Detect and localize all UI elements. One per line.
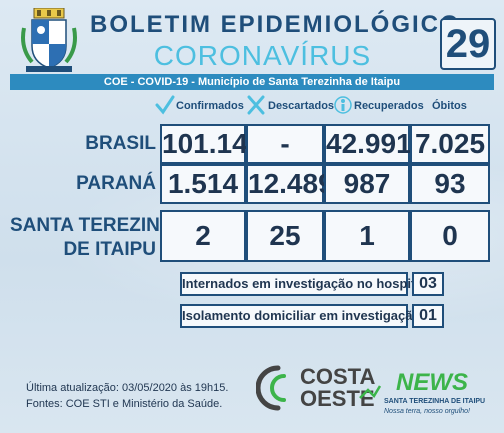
cell-santa-terezinha-confirmed: 2 [160,210,246,262]
cell-santa-terezinha-recovered: 1 [324,210,410,262]
costa-oeste-news-logo: COSTA OESTE NEWS SANTA TEREZINHA DE ITAI… [256,364,485,415]
cell-santa-terezinha-discarded: 25 [246,210,324,262]
logo-costa-text: COSTA [300,364,375,389]
column-header-deaths: Óbitos [432,100,467,112]
home-isolation-value: 01 [412,304,444,328]
logo-city-text: SANTA TEREZINHA DE ITAIPU [384,398,485,405]
bulletin-day-number: 29 [440,18,496,70]
hospital-investigation-value: 03 [412,272,444,296]
cell-santa-terezinha-deaths: 0 [410,210,490,262]
column-header-confirmed: Confirmados [176,100,244,112]
logo-slogan-text: Nossa terra, nosso orgulho! [384,408,470,415]
column-header-recovered: Recuperados [354,100,424,112]
sources-text: Fontes: COE STI e Ministério da Saúde. [26,398,223,410]
checkmark-icon [155,95,175,115]
cell-parana-discarded: 12.489 [246,164,334,204]
cell-parana-recovered: 987 [324,164,410,204]
bulletin-title: BOLETIM EPIDEMIOLÓGICO [90,11,461,38]
logo-oeste-text: OESTE [300,386,375,411]
bulletin-subtitle: CORONAVÍRUS [153,40,372,71]
home-isolation-label: Isolamento domiciliar em investigação [180,304,420,328]
cell-brasil-discarded: - [246,124,324,164]
last-update-text: Última atualização: 03/05/2020 às 19h15. [26,382,229,394]
person-icon [334,96,352,114]
cell-parana-deaths: 93 [410,164,490,204]
row-label-santa-terezinha-line1: SANTA TEREZINHA [10,215,188,236]
coe-banner: COE - COVID-19 - Município de Santa Tere… [10,74,494,90]
x-mark-icon [247,95,265,115]
cell-brasil-deaths: 7.025 [410,124,490,164]
cell-parana-confirmed: 1.514 [160,164,246,204]
cell-brasil-confirmed: 101.147 [160,124,263,164]
row-label-santa-terezinha-line2: DE ITAIPU [63,239,156,260]
logo-news-text: NEWS [396,369,468,396]
row-label-parana: PARANÁ [76,173,156,194]
column-header-discarded: Descartados [268,100,335,112]
row-label-brasil: BRASIL [85,133,156,154]
hospital-investigation-label: Internados em investigação no hospital [180,272,426,296]
municipal-crest-icon [21,8,77,72]
cell-brasil-recovered: 42.991 [324,124,412,164]
